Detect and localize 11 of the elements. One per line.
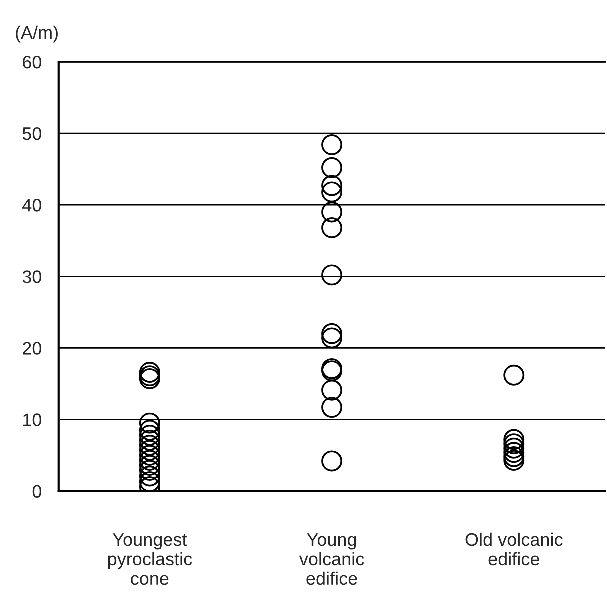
y-tick-label: 20 [23, 342, 42, 355]
x-tick-label: Young volcanic edifice [299, 534, 364, 586]
y-tick-label: 0 [32, 485, 42, 498]
y-tick-label: 10 [24, 414, 42, 426]
x-tick-label: Old volcanic edifice [466, 532, 563, 566]
y-tick-label: 50 [22, 127, 42, 140]
x-tick-label: Youngest pyroclastic cone [108, 534, 192, 586]
y-tick-label: 30 [22, 270, 42, 284]
y-axis-title: (A/m) [16, 26, 58, 43]
y-tick-label: 40 [22, 199, 42, 212]
y-tick-label: 60 [23, 56, 42, 69]
